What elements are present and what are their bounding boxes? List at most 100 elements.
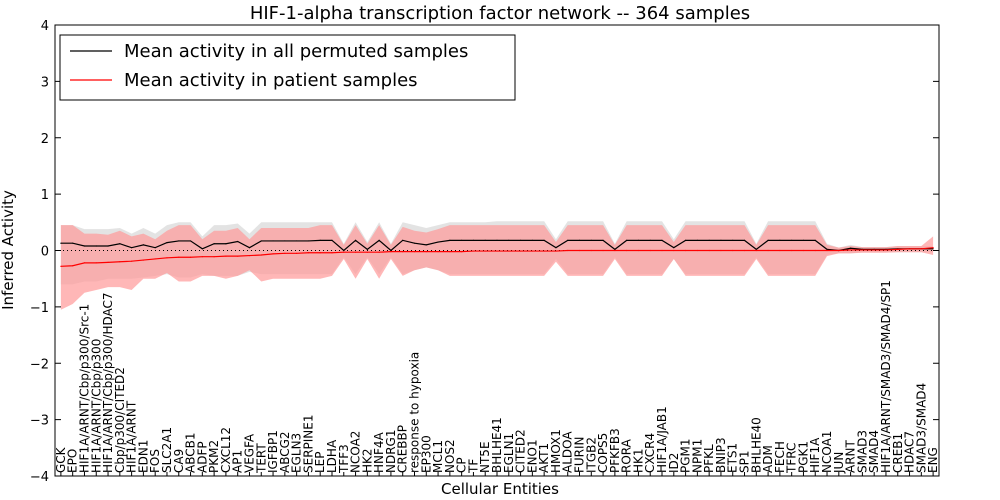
x-tick-label-47: PFKFB3 — [608, 428, 622, 473]
point-series-0-19 — [284, 240, 286, 242]
point-series-0-62 — [791, 239, 793, 241]
x-tick-label-57: ETS1 — [726, 443, 740, 473]
point-series-0-28 — [390, 249, 392, 252]
point-series-0-54 — [696, 239, 698, 241]
x-tick-label-59: BHLHE40 — [749, 417, 763, 473]
point-series-0-37 — [496, 239, 498, 241]
x-tick-label-42: HMOX1 — [549, 429, 563, 473]
x-tick-label-54: NPM1 — [690, 439, 704, 473]
x-tick-label-36: NT5E — [478, 441, 492, 473]
x-tick-label-35: TF — [466, 459, 480, 474]
y-axis-title: Inferred Activity — [0, 190, 17, 310]
point-series-1-61 — [779, 249, 781, 252]
x-tick-label-25: NCOA2 — [349, 431, 363, 473]
y-axis: −4 −3 −2 −1 0 1 2 3 4 — [30, 19, 939, 485]
legend: Mean activity in all permuted samples Me… — [59, 34, 516, 101]
point-series-1-62 — [791, 249, 793, 252]
point-series-0-23 — [331, 239, 333, 241]
point-series-1-37 — [496, 250, 498, 252]
point-series-0-45 — [590, 239, 592, 241]
point-series-1-69 — [873, 249, 875, 251]
point-series-0-64 — [814, 239, 816, 241]
x-tick-label-52: ID2 — [667, 453, 681, 473]
point-series-1-55 — [708, 249, 710, 252]
y-tick-label-0: −4 — [30, 470, 49, 485]
point-series-1-52 — [673, 249, 675, 252]
x-tick-label-8: FOS — [148, 449, 162, 473]
x-tick-label-4: HIF1A/ARNT/Cbp/p300/HDAC7 — [101, 292, 115, 473]
point-series-1-16 — [248, 254, 251, 257]
point-series-0-74 — [932, 248, 934, 250]
point-series-0-10 — [178, 240, 180, 242]
point-series-1-0 — [60, 265, 62, 267]
x-tick-label-34: CP — [455, 457, 469, 473]
x-tick-label-0: GCK — [54, 446, 68, 473]
point-series-1-57 — [732, 249, 734, 252]
point-series-0-26 — [366, 248, 368, 250]
x-tick-label-17: TERT — [254, 443, 268, 474]
x-tick-label-12: ADFP — [195, 441, 209, 473]
x-tick-label-14: CXCL12 — [219, 427, 233, 473]
y-tick-label-2: −2 — [30, 357, 49, 372]
point-series-0-24 — [343, 249, 345, 252]
point-series-1-34 — [461, 251, 463, 253]
point-series-0-13 — [213, 243, 215, 245]
x-axis-title: Cellular Entities — [441, 480, 559, 498]
point-series-1-10 — [178, 256, 180, 258]
point-series-0-3 — [95, 245, 97, 247]
point-series-0-43 — [567, 239, 569, 241]
x-tick-label-64: HIF1A — [808, 437, 822, 473]
point-series-1-36 — [484, 250, 486, 252]
point-series-0-50 — [649, 239, 651, 241]
x-tick-label-9: SLC2A1 — [160, 427, 174, 473]
point-series-1-25 — [354, 251, 357, 253]
point-series-1-71 — [897, 248, 899, 250]
point-series-0-8 — [154, 247, 156, 249]
point-series-1-30 — [413, 251, 416, 253]
x-axis-labels: GCKEPOHIF1A/ARNT/Cbp/p300/Src-1HIF1A/ARN… — [54, 280, 940, 476]
x-tick-label-32: MCL1 — [431, 440, 445, 473]
point-series-1-45 — [590, 249, 592, 252]
point-series-0-29 — [402, 239, 404, 241]
point-series-0-25 — [354, 239, 357, 241]
point-series-1-5 — [119, 261, 121, 263]
point-series-0-27 — [378, 239, 380, 241]
point-series-1-11 — [189, 256, 192, 258]
point-series-0-30 — [413, 242, 416, 244]
point-series-1-50 — [649, 249, 651, 252]
point-series-0-65 — [826, 248, 828, 250]
band-series-1 — [60, 225, 934, 310]
point-series-1-2 — [83, 262, 86, 264]
x-tick-label-48: RORA — [620, 438, 634, 473]
point-series-1-41 — [543, 250, 545, 252]
x-tick-label-10: CA9 — [172, 449, 186, 473]
point-series-0-0 — [60, 242, 62, 244]
legend-label-permuted: Mean activity in all permuted samples — [124, 41, 468, 62]
point-series-1-56 — [720, 249, 722, 252]
point-series-0-11 — [189, 240, 192, 242]
point-series-0-14 — [225, 243, 227, 245]
x-tick-label-63: PGK1 — [796, 441, 810, 473]
point-series-1-70 — [885, 249, 887, 251]
y-tick-label-7: 3 — [41, 75, 49, 90]
point-series-1-32 — [437, 251, 439, 253]
point-series-0-15 — [237, 240, 239, 243]
point-series-1-12 — [201, 256, 203, 258]
x-tick-label-1: EPO — [66, 449, 80, 473]
point-series-0-52 — [673, 247, 675, 249]
y-tick-label-8: 4 — [41, 19, 49, 34]
point-series-0-20 — [296, 240, 298, 242]
point-series-0-2 — [83, 245, 86, 247]
point-series-0-9 — [166, 242, 168, 244]
point-series-1-67 — [850, 249, 852, 251]
point-series-0-55 — [708, 239, 710, 241]
point-series-0-46 — [602, 239, 604, 241]
point-series-1-6 — [131, 260, 133, 262]
point-series-1-39 — [519, 250, 522, 252]
point-series-0-5 — [119, 243, 121, 245]
point-series-0-16 — [248, 247, 251, 249]
point-series-0-41 — [543, 239, 545, 241]
point-series-0-18 — [272, 240, 274, 242]
point-series-1-23 — [331, 252, 333, 254]
